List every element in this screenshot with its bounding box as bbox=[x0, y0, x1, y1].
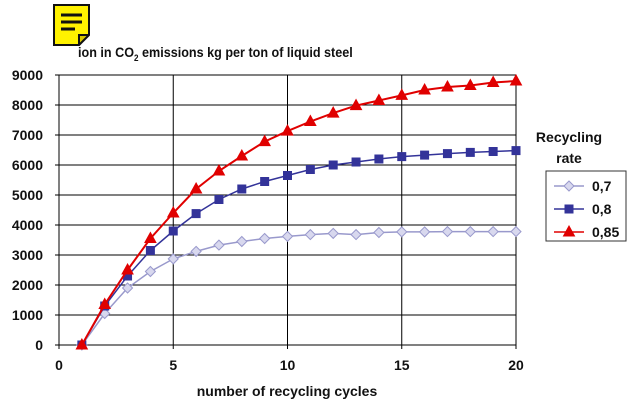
data-point bbox=[145, 246, 155, 255]
title-part-2: emissions kg per ton of liquid steel bbox=[138, 44, 353, 60]
x-axis-label: number of recycling cycles bbox=[197, 383, 378, 399]
data-point bbox=[121, 282, 134, 294]
data-point bbox=[397, 152, 407, 162]
data-point bbox=[395, 88, 409, 100]
y-tick-label: 4000 bbox=[12, 217, 43, 233]
legend-label: 0,8 bbox=[592, 201, 612, 217]
data-point bbox=[167, 253, 179, 265]
y-tick-labels: 0 1000 2000 3000 4000 5000 6000 7000 8000 9000 bbox=[12, 67, 43, 353]
data-point bbox=[511, 146, 521, 156]
legend-marker bbox=[564, 204, 574, 214]
grid-lines bbox=[58, 74, 517, 346]
data-point bbox=[349, 98, 363, 111]
x-tick-label: 5 bbox=[169, 357, 177, 373]
legend: Recycling rate 0,7 0,8 0,85 bbox=[536, 129, 627, 242]
x-tick-label: 10 bbox=[280, 357, 296, 373]
data-point bbox=[328, 160, 338, 170]
legend-items: 0,7 0,8 0,85 bbox=[554, 178, 619, 240]
data-point bbox=[283, 171, 292, 180]
title-subscript: 2 bbox=[133, 52, 139, 63]
chart-title: ion in CO2 emissions kg per ton of liqui… bbox=[78, 44, 353, 63]
data-point bbox=[396, 226, 408, 238]
data-point bbox=[168, 226, 178, 236]
series-0-7 bbox=[76, 225, 522, 351]
data-point bbox=[374, 154, 384, 164]
y-tick-label: 1000 bbox=[12, 307, 43, 323]
data-point bbox=[144, 265, 157, 278]
data-point bbox=[441, 225, 454, 238]
data-point bbox=[465, 147, 475, 157]
x-tick-label: 20 bbox=[508, 357, 524, 373]
data-point bbox=[509, 73, 523, 86]
data-point bbox=[420, 150, 430, 160]
data-point bbox=[258, 134, 271, 147]
y-tick-label: 8000 bbox=[12, 97, 43, 113]
data-point bbox=[418, 82, 431, 95]
data-point bbox=[213, 239, 225, 251]
data-point bbox=[121, 262, 134, 275]
legend-label: 0,85 bbox=[592, 224, 619, 240]
title-part-1: ion in CO bbox=[78, 44, 134, 60]
data-point bbox=[441, 79, 454, 92]
data-point bbox=[235, 148, 249, 161]
data-point bbox=[236, 235, 248, 248]
legend-marker bbox=[563, 180, 575, 192]
legend-marker bbox=[562, 224, 576, 237]
data-point bbox=[488, 147, 498, 156]
x-tick-labels: 0 5 10 15 20 bbox=[55, 357, 524, 373]
data-point bbox=[327, 227, 339, 240]
data-point bbox=[372, 93, 386, 105]
data-point bbox=[258, 232, 271, 245]
data-point bbox=[464, 225, 477, 238]
series-line bbox=[80, 80, 517, 346]
data-point bbox=[305, 165, 315, 174]
data-point bbox=[351, 157, 361, 167]
y-tick-label: 6000 bbox=[12, 157, 43, 173]
legend-box bbox=[545, 170, 627, 242]
plot-area-border bbox=[58, 74, 517, 346]
data-point bbox=[144, 231, 157, 243]
y-tick-label: 3000 bbox=[12, 247, 43, 263]
x-tick-label: 0 bbox=[55, 357, 63, 373]
data-point bbox=[350, 228, 362, 241]
data-point bbox=[487, 225, 499, 238]
legend-title-line2: rate bbox=[556, 150, 582, 166]
axes bbox=[55, 74, 517, 349]
data-point bbox=[260, 177, 270, 186]
series-0-85 bbox=[75, 73, 523, 350]
data-point bbox=[281, 230, 294, 243]
data-point bbox=[510, 225, 522, 238]
legend-title-line1: Recycling bbox=[536, 129, 602, 145]
data-point bbox=[191, 209, 201, 219]
data-point bbox=[212, 163, 226, 176]
data-point bbox=[418, 226, 431, 238]
x-tick-label: 15 bbox=[394, 357, 410, 373]
data-point bbox=[463, 78, 477, 90]
data-point bbox=[190, 245, 202, 258]
data-point bbox=[237, 184, 247, 194]
data-point bbox=[486, 75, 500, 87]
data-point bbox=[166, 205, 180, 218]
data-point bbox=[304, 114, 317, 126]
y-tick-label: 9000 bbox=[12, 67, 43, 83]
y-tick-label: 0 bbox=[35, 337, 43, 353]
data-point bbox=[373, 226, 385, 239]
data-point bbox=[304, 228, 317, 241]
y-tick-label: 7000 bbox=[12, 127, 43, 143]
data-point bbox=[442, 149, 452, 159]
data-point bbox=[75, 337, 89, 350]
y-tick-label: 5000 bbox=[12, 187, 43, 203]
data-point bbox=[214, 195, 224, 204]
data-point bbox=[281, 124, 294, 136]
y-tick-label: 2000 bbox=[12, 277, 43, 293]
data-point bbox=[189, 181, 203, 194]
data-point bbox=[326, 106, 340, 118]
data-point bbox=[98, 297, 112, 309]
series-group bbox=[75, 73, 523, 351]
legend-label: 0,7 bbox=[592, 178, 612, 194]
note-icon bbox=[53, 4, 92, 48]
